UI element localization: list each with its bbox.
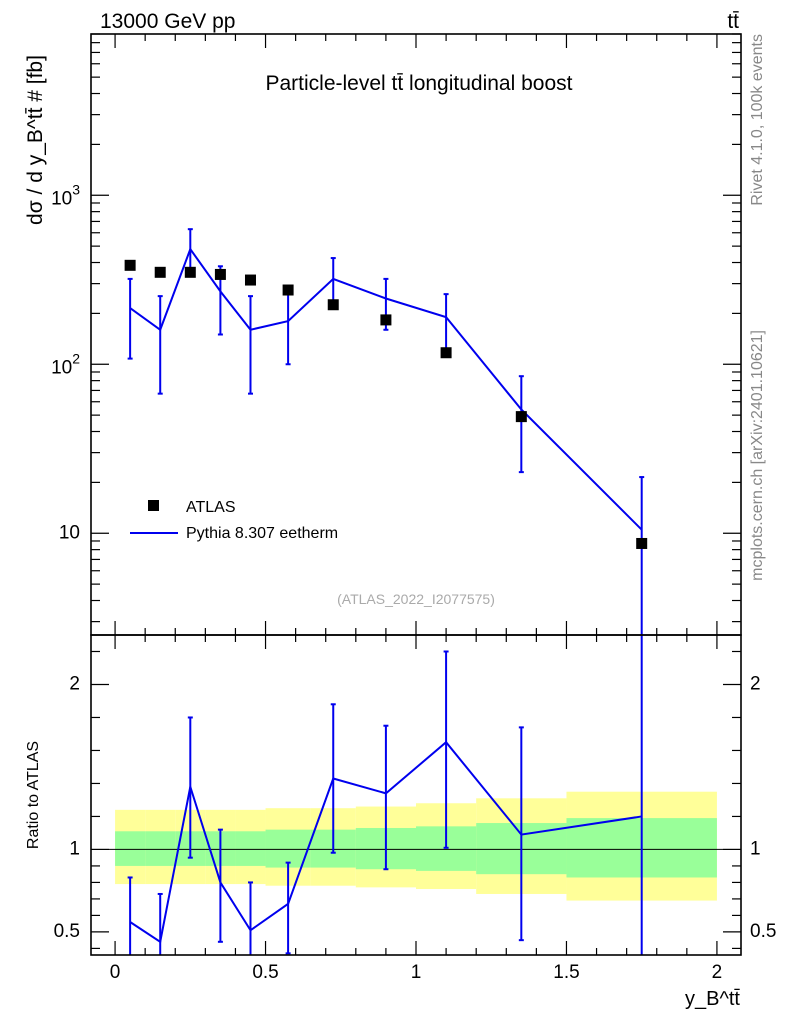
- ratio-inner-band-bin: [115, 831, 146, 866]
- x-tick-label: 1.5: [553, 962, 579, 983]
- atlas-data-point: [154, 266, 166, 278]
- plot-title: Particle-level tt̄ longitudinal boost: [265, 72, 572, 95]
- main-plot-series: [124, 228, 648, 635]
- atlas-data-point: [636, 537, 648, 549]
- rivet-version: Rivet 4.1.0, 100k events: [749, 34, 766, 206]
- mcplots-credit: mcplots.cern.ch [arXiv:2401.10621]: [749, 330, 766, 581]
- ratio-y-tick-label-left: 2: [69, 674, 80, 695]
- y-tick-label-1000: 103: [51, 181, 80, 209]
- legend-label-atlas: ATLAS: [186, 499, 236, 516]
- legend-marker-atlas: [148, 500, 159, 511]
- atlas-data-point: [124, 259, 136, 271]
- ratio-inner-band-bin: [145, 831, 176, 866]
- y-tick-label-100: 102: [51, 350, 80, 378]
- legend-label-pythia: Pythia 8.307 eetherm: [186, 525, 338, 542]
- atlas-data-point: [515, 411, 527, 423]
- legend: ATLAS Pythia 8.307 eetherm: [130, 499, 338, 542]
- ratio-y-axis-label: Ratio to ATLAS: [25, 741, 42, 849]
- main-axis-ticks: [91, 33, 741, 635]
- atlas-data-point: [184, 266, 196, 278]
- ratio-y-tick-label-right: 1: [750, 838, 761, 859]
- atlas-data-point: [440, 347, 452, 359]
- atlas-data-point: [214, 268, 226, 280]
- ratio-y-tick-label-left: 0.5: [54, 921, 80, 942]
- process-label: tt̄: [727, 10, 739, 33]
- ratio-y-tick-label-left: 1: [69, 838, 80, 859]
- x-tick-label: 1: [411, 962, 422, 983]
- main-y-axis-label: dσ / d y_B^tt̄ # [fb]: [24, 55, 47, 225]
- atlas-data-point: [282, 284, 294, 296]
- ratio-y-tick-label-right: 0.5: [750, 921, 776, 942]
- ratio-uncertainty-bands: [115, 791, 717, 901]
- x-tick-label: 0.5: [252, 962, 278, 983]
- y-tick-label-10: 10: [59, 522, 80, 543]
- atlas-data-point: [244, 274, 256, 286]
- ratio-plot-series: [127, 635, 643, 955]
- x-tick-label: 0: [110, 962, 121, 983]
- x-axis-label: y_B^tt̄: [685, 988, 740, 1010]
- x-tick-label: 2: [712, 962, 723, 983]
- atlas-data-point: [380, 314, 392, 326]
- x-tick-labels: 0 0.5 1 1.5 2: [110, 962, 722, 983]
- ratio-y-tick-labels: 0.5 0.5 1 1 2 2: [54, 674, 777, 942]
- ratio-y-tick-label-right: 2: [750, 674, 761, 695]
- main-y-tick-labels: 10 102 103: [51, 181, 80, 543]
- energy-label: 13000 GeV pp: [100, 10, 235, 33]
- atlas-data-point: [327, 299, 339, 311]
- analysis-id: (ATLAS_2022_I2077575): [337, 591, 495, 607]
- ratio-inner-band-bin: [235, 831, 266, 866]
- ratio-axis-ticks: [91, 635, 741, 955]
